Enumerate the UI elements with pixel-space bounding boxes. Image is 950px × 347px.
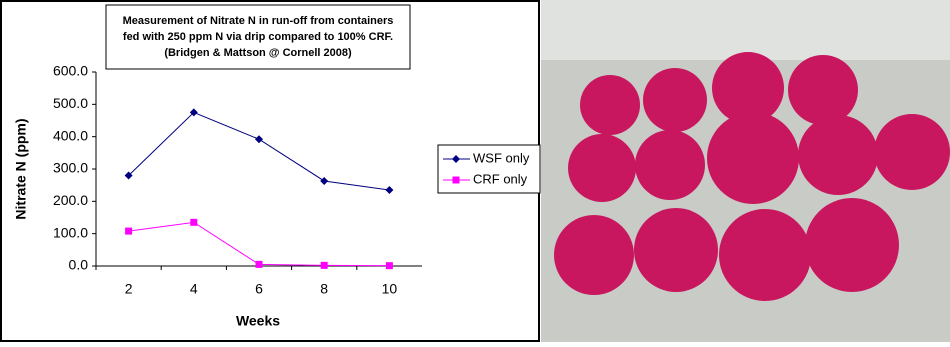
point xyxy=(386,262,393,269)
x-tick-label: 2 xyxy=(125,281,133,297)
flower xyxy=(554,215,634,295)
x-tick-label: 6 xyxy=(255,281,263,297)
flower xyxy=(874,114,950,190)
screen: Measurement of Nitrate N in run-off from… xyxy=(0,0,950,342)
flower xyxy=(805,198,899,292)
flower xyxy=(568,134,636,202)
chart-title: (Bridgen & Mattson @ Cornell 2008) xyxy=(164,47,352,59)
point xyxy=(190,219,197,226)
photo xyxy=(541,0,950,342)
y-tick-label: 400.0 xyxy=(53,127,88,143)
x-tick-label: 8 xyxy=(320,281,328,297)
x-tick-label: 4 xyxy=(190,281,198,297)
flower xyxy=(643,68,707,132)
y-tick-label: 100.0 xyxy=(53,224,88,240)
x-axis-label: Weeks xyxy=(236,313,280,329)
chart-title: fed with 250 ppm N via drip compared to … xyxy=(123,31,393,43)
legend-label: CRF only xyxy=(473,171,528,186)
chart-title: Measurement of Nitrate N in run-off from… xyxy=(123,15,394,27)
flower xyxy=(634,208,718,292)
flower xyxy=(707,112,799,204)
point xyxy=(125,228,132,235)
y-tick-label: 600.0 xyxy=(53,63,88,79)
y-axis-label: Nitrate N (ppm) xyxy=(13,118,29,219)
flower xyxy=(798,115,878,195)
photo-wall xyxy=(541,0,950,60)
flower xyxy=(635,130,705,200)
point xyxy=(256,261,263,268)
point xyxy=(321,262,328,269)
flower xyxy=(788,55,858,125)
y-tick-label: 0.0 xyxy=(69,257,89,273)
legend-label: WSF only xyxy=(473,150,530,165)
page: {"chart_data": {"type": "line", "title":… xyxy=(0,0,950,342)
x-tick-label: 10 xyxy=(382,281,398,297)
y-tick-label: 300.0 xyxy=(53,160,88,176)
flower xyxy=(719,209,811,301)
y-tick-label: 500.0 xyxy=(53,95,88,111)
y-tick-label: 200.0 xyxy=(53,192,88,208)
legend-marker xyxy=(453,177,460,184)
flower xyxy=(580,75,640,135)
